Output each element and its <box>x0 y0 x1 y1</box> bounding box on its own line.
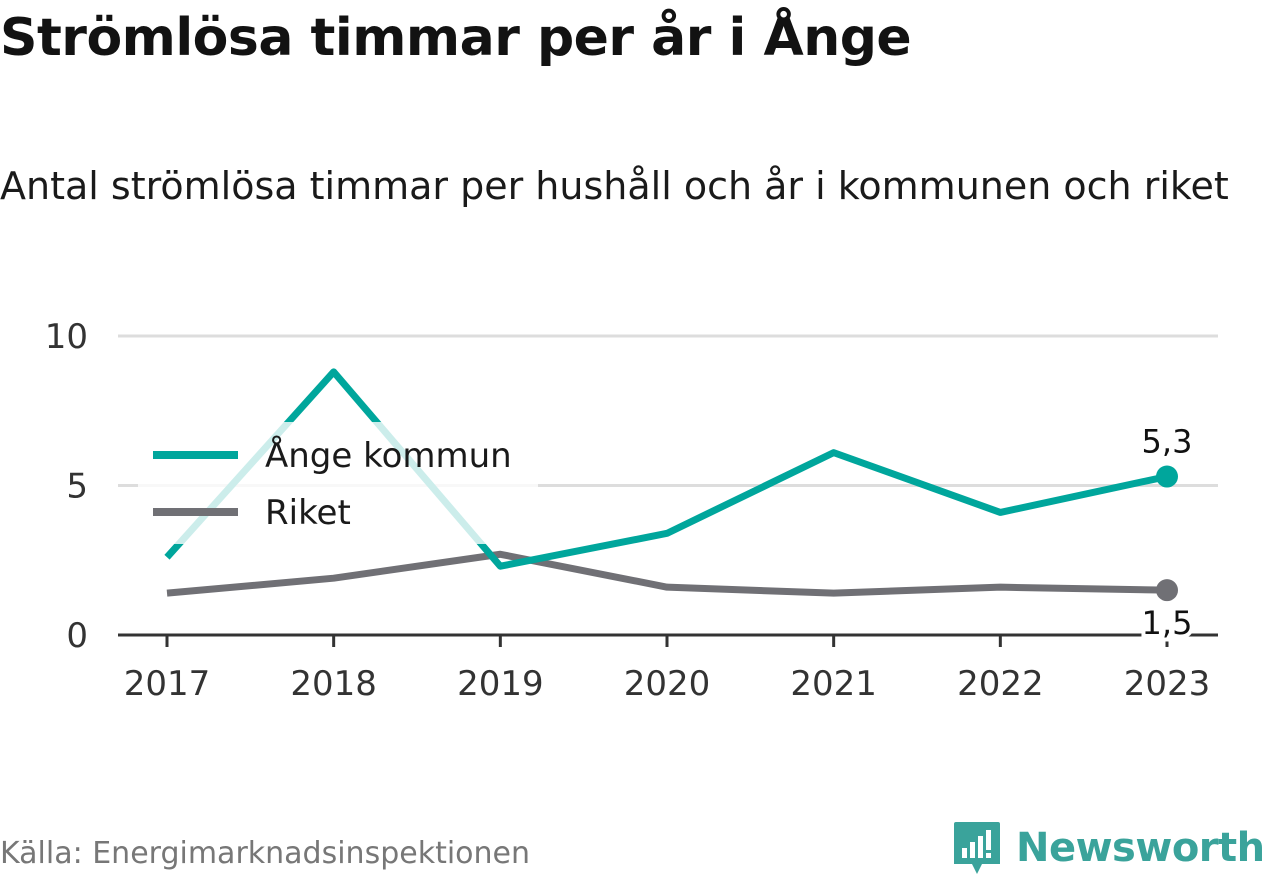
data-label-riket-2023: 1,5 <box>1142 604 1193 642</box>
data-label-ange-2023: 5,3 <box>1142 423 1193 461</box>
series-line-riket <box>166 550 1168 597</box>
end-point-ange <box>1156 465 1178 488</box>
y-tick-label: 5 <box>66 467 88 507</box>
end-labels: 5,3 1,5 <box>1138 423 1197 647</box>
legend-label-riket: Riket <box>265 493 351 533</box>
x-tick-label: 2023 <box>1124 664 1211 704</box>
source-note: Källa: Energimarknadsinspektionen <box>0 836 531 871</box>
legend: Ånge kommun Riket <box>138 422 538 544</box>
bar-chart-pin-icon <box>954 822 1000 874</box>
y-axis: 0 5 10 <box>45 317 88 656</box>
legend-background <box>138 422 538 544</box>
series-lines <box>164 368 1178 602</box>
end-point-riket <box>1156 579 1178 602</box>
x-tick-label: 2020 <box>624 664 711 704</box>
x-tick-label: 2022 <box>957 664 1044 704</box>
chart-title: Strömlösa timmar per år i Ånge <box>0 8 912 68</box>
x-tick-label: 2021 <box>790 664 877 704</box>
y-tick-label: 0 <box>66 616 88 656</box>
x-tick-label: 2019 <box>457 664 544 704</box>
brand-name: Newsworthy <box>1016 825 1262 871</box>
x-tick-label: 2018 <box>290 664 377 704</box>
brand-logo: Newsworthy <box>952 820 1262 876</box>
x-tick-label: 2017 <box>124 664 211 704</box>
chart-subtitle: Antal strömlösa timmar per hushåll och å… <box>0 164 1229 208</box>
legend-label-ange: Ånge kommun <box>265 435 512 476</box>
x-axis: 2017 2018 2019 2020 2021 2022 2023 <box>118 633 1218 704</box>
series-line-ange <box>164 368 1168 570</box>
y-tick-label: 10 <box>45 317 88 357</box>
